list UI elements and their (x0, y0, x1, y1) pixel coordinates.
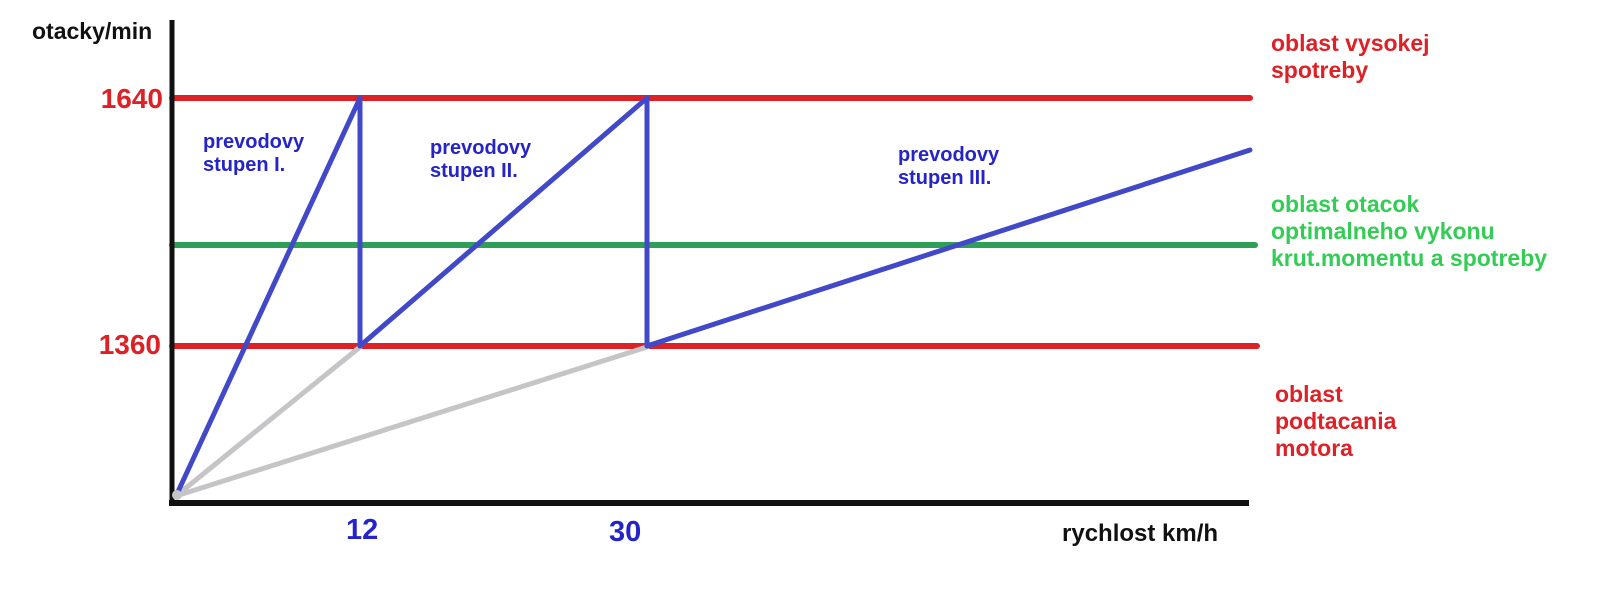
annotation-optimal-range: oblast otacok optimalneho vykonu krut.mo… (1271, 191, 1548, 271)
y-axis-label: otacky/min (32, 18, 153, 44)
gear2-label: prevodovy stupen II. (430, 137, 532, 182)
x-axis-label: rychlost km/h (1062, 520, 1219, 547)
blue-gear3-line (644, 147, 1253, 349)
y-tick-1640: 1640 (100, 83, 163, 114)
grey-gear2-extension (173, 344, 363, 499)
annotation-engine-lugging: oblast podtacania motora (1275, 381, 1397, 461)
annotation-high-consumption: oblast vysokej spotreby (1271, 30, 1430, 83)
x-tick-12: 12 (346, 514, 379, 546)
x-tick-30: 30 (609, 516, 642, 548)
gear1-label: prevodovy stupen I. (203, 131, 305, 176)
blue-gear1-line (173, 95, 363, 499)
y-tick-1360: 1360 (98, 329, 161, 360)
origin-dot (172, 490, 182, 500)
grey-gear3-extension (173, 344, 650, 499)
blue-gear2-line (357, 95, 650, 349)
gear3-label: prevodovy stupen III. (898, 144, 1000, 189)
